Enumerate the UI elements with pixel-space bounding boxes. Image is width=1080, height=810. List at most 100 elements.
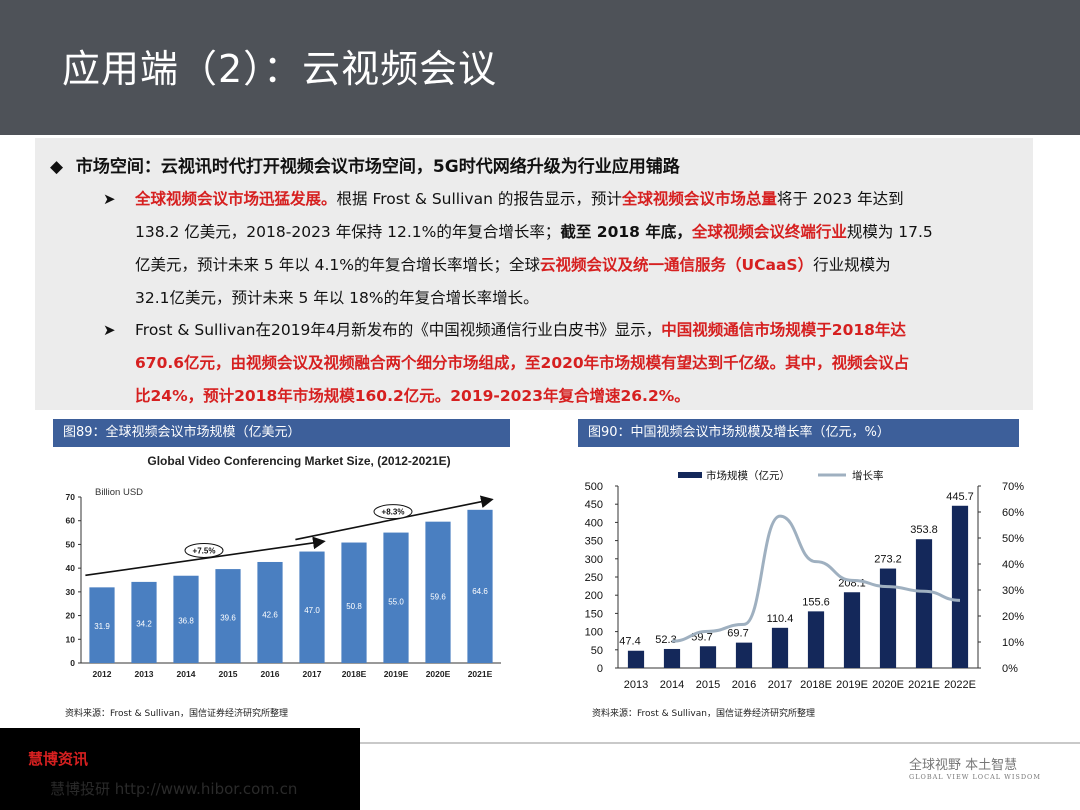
text-run: 全球视频会议终端行业 <box>691 223 847 241</box>
x-tick-label: 2018E <box>800 679 832 691</box>
y-tick-label: 10 <box>66 634 76 644</box>
x-tick-label: 2021E <box>468 669 493 679</box>
cagr-badge <box>373 504 413 520</box>
y-tick-label: 200 <box>585 590 603 602</box>
x-tick-label: 2020E <box>872 679 904 691</box>
y-tick-label: 20 <box>66 611 76 621</box>
y-tick-label: 100 <box>585 627 603 639</box>
text-run: 全球视频会议市场总量 <box>621 190 777 208</box>
paragraph-line: 138.2 亿美元，2018-2023 年保持 12.1%的年复合增长率；截至 … <box>135 216 1017 249</box>
x-tick-label: 2016 <box>732 679 756 691</box>
y-tick-label: 50 <box>591 645 603 657</box>
text-run: 云视频会议及统一通信服务（UCaaS） <box>540 256 814 274</box>
cagr-arrow <box>295 495 494 541</box>
footer-watermark: 慧博投研 http://www.hibor.com.cn <box>50 780 298 798</box>
text-run: 根据 Frost & Sullivan 的报告显示，预计 <box>336 190 622 208</box>
y-tick-label: 50 <box>66 539 76 549</box>
footer-slogan-english: GLOBAL VIEW LOCAL WISDOM <box>909 773 1042 781</box>
bar <box>425 521 451 663</box>
text-run: 规模为 17.5 <box>846 223 933 241</box>
footer-divider <box>360 742 1080 744</box>
figure-90-source: 资料来源：Frost & Sullivan，国信证券经济研究所整理 <box>592 709 815 719</box>
x-tick-label: 2012 <box>93 669 112 679</box>
text-run: 138.2 亿美元，2018-2023 年保持 12.1%的年复合增长率； <box>135 223 561 241</box>
text-run: 中国视频通信市场规模于2018年达 <box>661 321 906 339</box>
bar <box>627 650 645 668</box>
x-tick-label: 2017 <box>303 669 322 679</box>
bar <box>879 568 897 668</box>
bar <box>131 581 157 663</box>
y-axis-label: Billion USD <box>95 487 143 498</box>
bar <box>383 532 409 663</box>
bar <box>341 542 367 663</box>
cagr-arrow <box>85 536 326 577</box>
paragraph-line: 670.6亿元，由视频会议及视频融合两个细分市场组成，至2020年市场规模有望达… <box>135 347 1017 380</box>
text-run: 截至 2018 年底， <box>560 223 692 241</box>
main-bullet-text: 市场空间：云视讯时代打开视频会议市场空间，5G时代网络升级为行业应用铺路 <box>75 157 680 177</box>
y-tick-label: 400 <box>585 517 603 529</box>
bar-value-label: 31.9 <box>94 622 110 631</box>
bar <box>173 575 199 663</box>
y2-tick-label: 40% <box>1002 559 1024 571</box>
bar <box>951 505 969 668</box>
y2-tick-label: 30% <box>1002 585 1024 597</box>
bar-value-label: 52.3 <box>655 634 676 646</box>
paragraph-china-market: Frost & Sullivan在2019年4月新发布的《中国视频通信行业白皮书… <box>135 314 1017 413</box>
y-tick-label: 350 <box>585 536 603 548</box>
text-run: 将于 2023 年达到 <box>776 190 904 208</box>
paragraph-line: 全球视频会议市场迅猛发展。根据 Frost & Sullivan 的报告显示，预… <box>135 183 1017 216</box>
bar-value-label: 34.2 <box>136 620 152 629</box>
paragraph-line: Frost & Sullivan在2019年4月新发布的《中国视频通信行业白皮书… <box>135 314 1017 347</box>
bar-value-label: 445.7 <box>946 491 974 503</box>
figure-90-header: 图90：中国视频会议市场规模及增长率（亿元，%） <box>578 419 1019 447</box>
y2-tick-label: 0% <box>1002 663 1018 675</box>
y-tick-label: 40 <box>66 563 76 573</box>
x-tick-label: 2014 <box>177 669 196 679</box>
x-tick-label: 2015 <box>696 679 720 691</box>
text-run: 行业规模为 <box>813 256 891 274</box>
china-market-chart: 0 50 100 150 200 250 300 350 400 450 500 0% 10% 20% 30… <box>585 469 1025 691</box>
x-tick-label: 2021E <box>908 679 940 691</box>
y-tick-label: 30 <box>66 587 76 597</box>
bar-value-label: 39.6 <box>220 614 236 623</box>
text-run: 全球视频会议市场迅猛发展。 <box>135 190 337 208</box>
paragraph-global-market: 全球视频会议市场迅猛发展。根据 Frost & Sullivan 的报告显示，预… <box>135 183 1017 315</box>
legend-swatch-bars <box>678 472 702 478</box>
arrow-bullet-icon: ➤ <box>103 190 116 208</box>
y-tick-label: 0 <box>597 663 603 675</box>
diamond-bullet-icon: ◆ <box>50 157 64 177</box>
x-tick-label: 2016 <box>261 669 280 679</box>
y-tick-label: 500 <box>585 481 603 493</box>
footer-band <box>0 728 360 810</box>
bar <box>299 551 325 663</box>
bar-value-label: 110.4 <box>767 613 794 625</box>
x-tick-label: 2019E <box>836 679 868 691</box>
y2-tick-label: 60% <box>1002 507 1024 519</box>
y2-tick-label: 70% <box>1002 481 1024 493</box>
bar <box>89 587 115 663</box>
x-tick-label: 2013 <box>624 679 648 691</box>
main-bullet: ◆ 市场空间：云视讯时代打开视频会议市场空间，5G时代网络升级为行业应用铺路 <box>50 152 680 177</box>
footer-slogan: 全球视野 本土智慧 <box>909 758 1018 773</box>
growth-rate-line <box>671 514 961 643</box>
y-tick-label: 0 <box>70 658 75 668</box>
cagr-badge <box>184 542 224 558</box>
x-tick-label: 2015 <box>219 669 238 679</box>
arrow-bullet-icon: ➤ <box>103 321 116 339</box>
x-tick-label: 2014 <box>660 679 684 691</box>
x-tick-label: 2022E <box>944 679 976 691</box>
y-tick-label: 250 <box>585 572 603 584</box>
paragraph-line: 亿美元，预计未来 5 年以 4.1%的年复合增长率增长；全球云视频会议及统一通信… <box>135 249 1017 282</box>
legend-label-line: 增长率 <box>852 469 884 482</box>
bar <box>257 561 283 663</box>
bar <box>771 627 789 668</box>
y-tick-label: 450 <box>585 499 603 511</box>
summary-panel <box>35 138 1033 410</box>
bar <box>807 611 825 668</box>
bar <box>663 648 681 668</box>
title-bar <box>0 0 1080 135</box>
text-run: 670.6亿元，由视频会议及视频融合两个细分市场组成，至2020年市场规模有望达… <box>135 354 910 372</box>
bar-value-label: 155.6 <box>802 596 830 608</box>
text-run: 比24%，预计2018年市场规模160.2亿元。2019-2023年复合增速26… <box>135 387 690 405</box>
bar-value-label: 47.0 <box>304 606 320 615</box>
